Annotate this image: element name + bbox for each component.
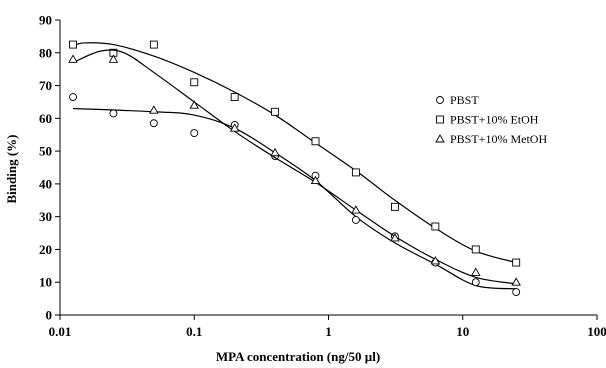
data-point-square [351,168,360,177]
x-tick-label: 0.01 [49,324,72,339]
data-point-circle [512,288,521,297]
data-point-square [271,107,280,116]
legend-marker-square [436,115,444,124]
data-point-circle [351,215,360,224]
x-tick-label: 1 [325,324,332,339]
legend-label-square: PBST+10% EtOH [450,113,539,127]
x-tick-label: 0.1 [186,324,202,339]
legend-label-circle: PBST [450,93,479,107]
data-point-square [311,137,320,146]
data-point-square [69,40,77,49]
legend: PBST PBST+10% EtOH PBST+10% MetOH [435,93,547,146]
data-point-triangle [310,175,321,185]
data-point-triangle [351,205,361,214]
y-tick-label: 0 [46,308,53,323]
data-point-square [390,202,399,211]
data-point-square [431,222,440,231]
y-tick-label: 80 [39,45,52,60]
series-square [69,40,521,267]
data-point-circle [109,109,118,118]
y-axis-title: Binding (%) [4,135,19,204]
y-tick-label: 60 [39,111,52,126]
axes: 0 10 20 30 40 50 60 70 80 90 0.01 0.1 1 10 100 [39,13,606,340]
fit-curve-square [72,42,517,264]
x-tick-label: 100 [587,324,606,339]
data-point-square [230,93,239,101]
x-tick-label: 10 [456,324,469,339]
data-point-triangle [511,277,521,286]
legend-label-triangle: PBST+10% MetOH [450,132,547,146]
legend-marker-triangle [435,134,445,143]
y-tick-label: 70 [39,78,52,93]
data-point-triangle [430,256,441,265]
x-axis-title: MPA concentration (ng/50 µl) [216,349,380,364]
data-point-square [512,258,521,267]
data-point-triangle [108,54,119,63]
data-point-triangle [390,233,400,242]
series-triangle [68,49,521,286]
data-point-triangle [68,54,78,63]
data-point-triangle [189,100,200,109]
data-point-circle [149,119,158,128]
y-tick-label: 90 [39,13,52,28]
fit-curve-triangle [72,49,517,285]
data-point-square [190,78,199,87]
legend-marker-circle [436,96,444,104]
y-tick-label: 50 [39,144,52,159]
data-point-circle [190,129,199,138]
series-layer [68,40,521,297]
y-tick-label: 40 [39,176,52,191]
data-point-triangle [270,147,280,157]
y-tick-label: 10 [39,275,52,290]
data-point-triangle [470,267,481,276]
data-point-square [471,245,480,254]
y-tick-label: 20 [39,242,52,257]
data-point-square [149,40,158,49]
data-point-triangle [149,105,159,114]
data-point-triangle [229,123,240,132]
y-tick-label: 30 [39,209,52,224]
data-point-circle [471,278,480,287]
data-point-circle [69,93,77,101]
